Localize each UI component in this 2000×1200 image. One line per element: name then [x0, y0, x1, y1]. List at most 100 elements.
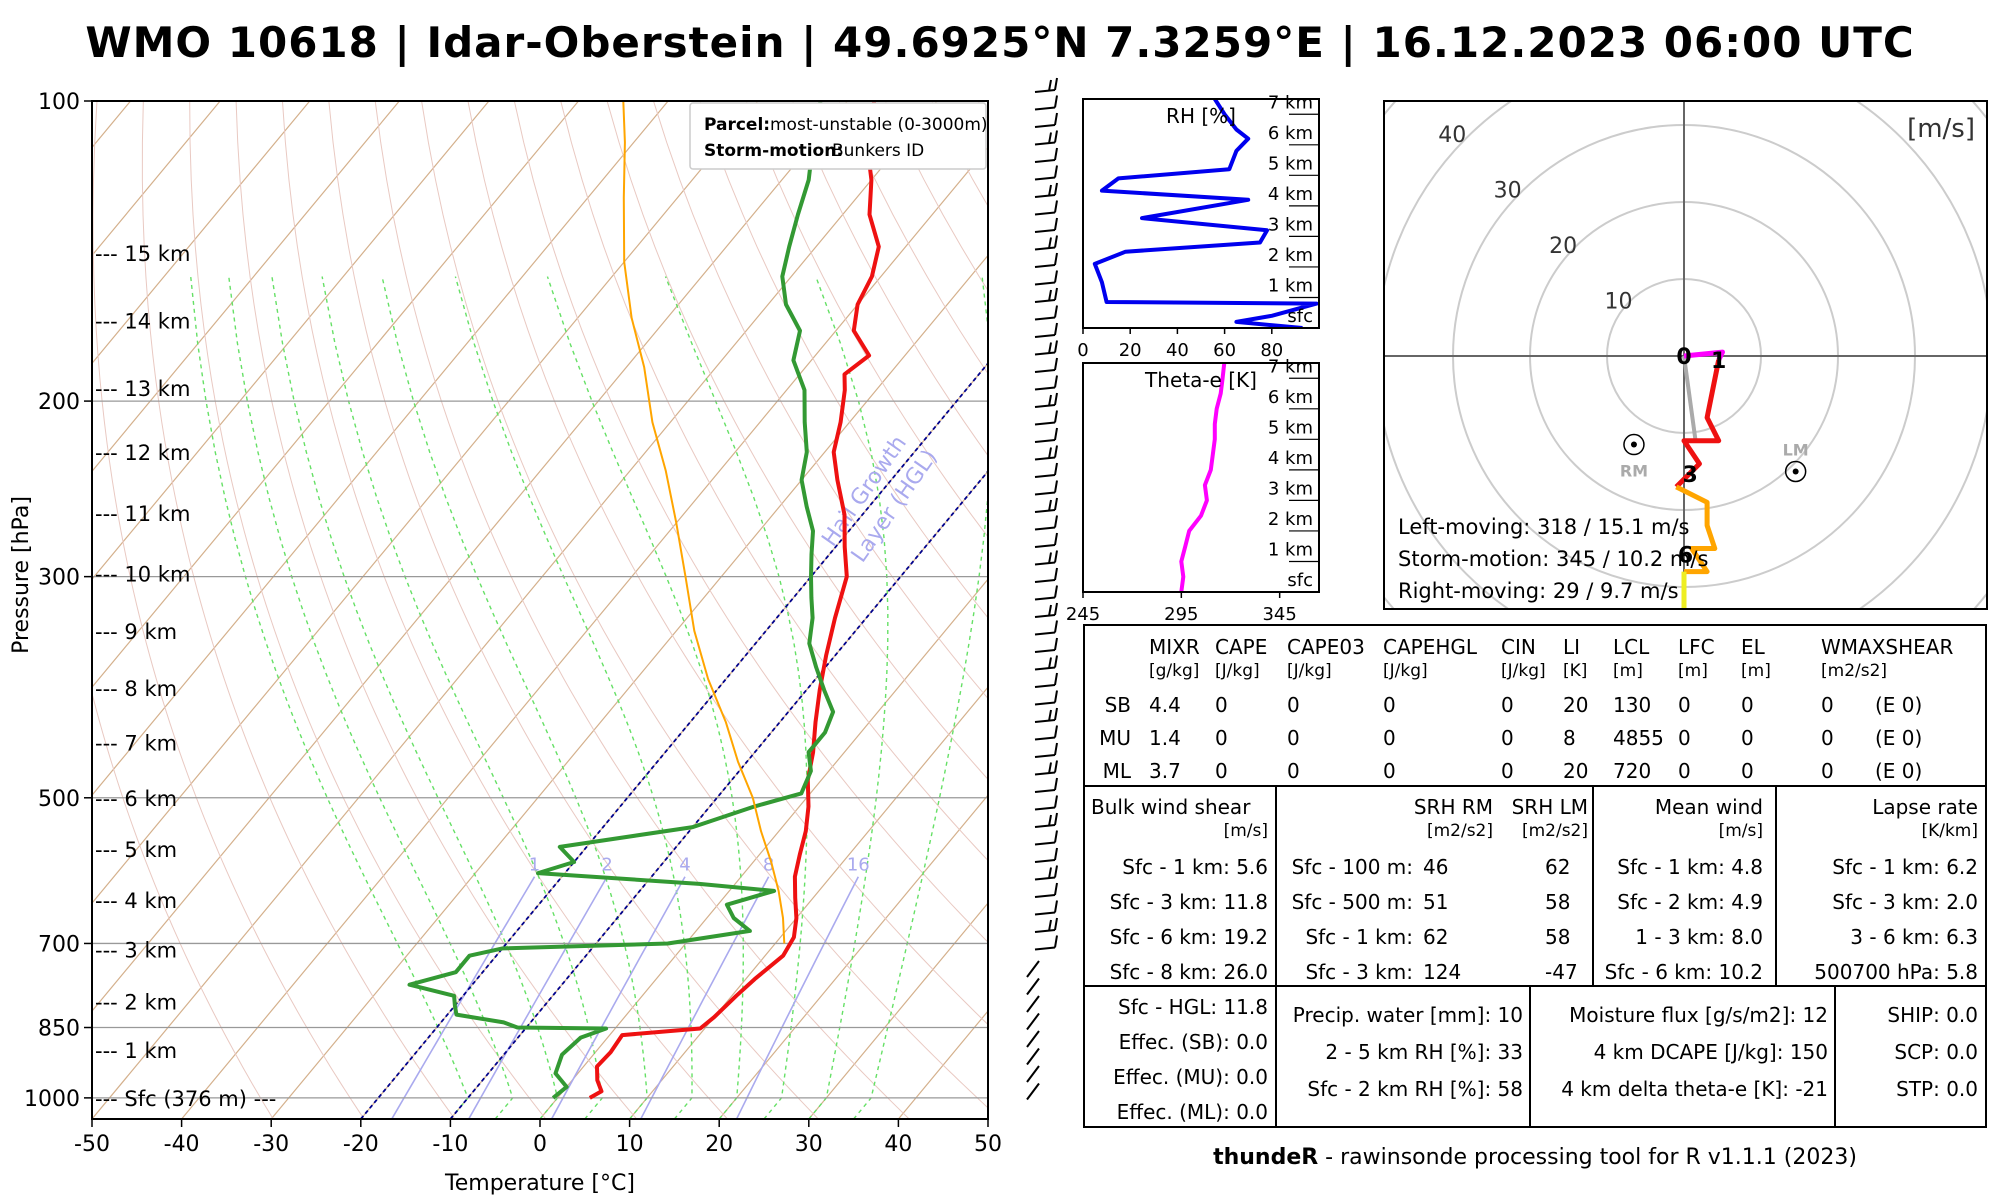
wind-barb-shaft — [1034, 509, 1056, 513]
mixing-ratio-line — [550, 876, 686, 1119]
y-tick-label: 100 — [38, 90, 80, 115]
hodograph-trace — [1683, 349, 1725, 361]
wind-barb-shaft — [1034, 106, 1056, 111]
mean-wind-value: Sfc - 2 km: 4.9 — [1617, 890, 1763, 914]
wind-barb-flag — [1048, 394, 1052, 407]
dewpoint-profile — [407, 101, 836, 1100]
table-cell: 0 — [1383, 693, 1396, 717]
dry-adiabat — [189, 101, 547, 1119]
theta-profile-line — [1179, 363, 1227, 592]
table-unit: [J/kg] — [1501, 661, 1546, 681]
wind-barb-shaft — [1034, 666, 1056, 671]
wind-barb-flag — [1048, 657, 1052, 669]
wind-barb-shaft — [1034, 246, 1056, 251]
moist-adiabat — [853, 276, 988, 1119]
hodograph-storm-info: Left-moving: 318 / 15.1 m/s — [1398, 515, 1689, 539]
theta-y-tick-label: 5 km — [1268, 417, 1313, 438]
wind-barb-flag — [1054, 392, 1058, 406]
wind-barb-shaft — [1034, 316, 1056, 321]
dry-adiabat — [421, 101, 988, 1109]
wind-barb-shaft — [1034, 194, 1056, 198]
rh-x-tick-label: 80 — [1260, 340, 1283, 361]
height-label: --- 13 km — [95, 377, 190, 401]
height-label: --- Sfc (376 m) --- — [95, 1087, 276, 1111]
rh-y-tick-label: 3 km — [1268, 214, 1313, 235]
table-cell: 720 — [1613, 759, 1651, 783]
table-cell: 0 — [1821, 726, 1834, 750]
wind-barb-flag — [1048, 79, 1052, 92]
rm-marker-dot — [1630, 441, 1637, 448]
wind-barb-shaft — [1034, 614, 1056, 618]
x-axis-label: Temperature [°C] — [444, 1171, 635, 1196]
wind-barb-shaft — [1026, 1065, 1040, 1083]
shear-value: Effec. (SB): 0.0 — [1119, 1030, 1268, 1054]
wind-barb-flag — [1054, 742, 1058, 756]
hodograph-trace — [1681, 571, 1687, 609]
rm-marker-label: RM — [1620, 462, 1648, 481]
table-row-label: MU — [1099, 726, 1131, 750]
height-label: --- 14 km — [95, 309, 190, 333]
wind-barb-flag — [1048, 289, 1052, 302]
wind-barb-shaft — [1034, 911, 1056, 916]
storm-motion-vector — [1682, 355, 1698, 441]
wind-barb-flag — [1054, 532, 1058, 546]
srh-lm-unit: [m2/s2] — [1522, 821, 1588, 841]
wind-barb-shaft — [1034, 894, 1056, 898]
wind-barb-flag — [1054, 637, 1058, 651]
height-label: --- 12 km — [95, 441, 190, 465]
shear-value: Sfc - 8 km: 26.0 — [1110, 960, 1268, 984]
dry-adiabat — [92, 691, 274, 1119]
rh-title: RH [%] — [1166, 104, 1236, 128]
table-header: CIN — [1501, 635, 1536, 659]
wind-barb-shaft — [1034, 841, 1056, 846]
footer: thundeR - rawinsonde processing tool for… — [1083, 1145, 1987, 1170]
wind-barb-flag — [1054, 655, 1058, 668]
wind-barb-flag — [1054, 200, 1058, 213]
x-tick-label: -10 — [432, 1132, 468, 1157]
wind-barb-shaft — [1034, 859, 1056, 863]
srh-lm-value: 58 — [1545, 925, 1570, 949]
mean-wind-title: Mean wind — [1655, 795, 1763, 819]
dry-adiabat — [374, 101, 910, 1119]
wind-barb-flag — [1054, 462, 1058, 476]
height-label: --- 3 km — [95, 939, 177, 963]
wind-barb-flag — [1048, 184, 1052, 197]
dry-adiabat — [513, 101, 988, 943]
rh-x-tick-label: 40 — [1166, 340, 1189, 361]
y-tick-label: 200 — [38, 390, 80, 415]
wind-barb-flag — [1054, 287, 1058, 301]
wind-barb-shaft — [1034, 824, 1056, 828]
isotherm-line — [629, 686, 988, 1119]
rh-y-tick-label: 4 km — [1268, 184, 1313, 205]
table-header: LFC — [1678, 635, 1715, 659]
wind-barb-shaft — [1034, 456, 1056, 461]
table-cell: 0 — [1383, 759, 1396, 783]
table-cell: 0 — [1741, 759, 1754, 783]
legend-parcel-value: most-unstable (0-3000m) — [770, 115, 988, 135]
wind-barb-shaft — [1026, 1082, 1040, 1101]
height-label: --- 11 km — [95, 502, 190, 526]
mixing-ratio-label: 8 — [763, 855, 774, 876]
lm-marker — [1784, 460, 1807, 483]
mixing-ratio-label: 16 — [847, 855, 870, 876]
wind-barb-flag — [1048, 919, 1052, 932]
wind-barb-shaft — [1034, 876, 1056, 881]
srh-rm-value: 51 — [1423, 890, 1448, 914]
wind-barb-shaft — [1034, 789, 1056, 793]
wind-barb-shaft — [1034, 211, 1056, 216]
wind-barb-shaft — [1034, 929, 1056, 933]
table-cell: (E 0) — [1875, 693, 1922, 717]
wind-barb-shaft — [1034, 771, 1056, 776]
wind-barb-flag — [1054, 707, 1058, 721]
srh-rm-title: SRH RM — [1414, 795, 1493, 819]
theta-title: Theta-e [K] — [1144, 368, 1257, 392]
lm-marker-dot — [1792, 468, 1799, 475]
wind-barb-shaft — [1034, 526, 1056, 531]
wind-barb-flag — [1054, 217, 1058, 231]
dry-adiabat — [745, 101, 988, 538]
moist-adiabat — [381, 276, 648, 1119]
hodograph-storm-info: Storm-motion: 345 / 10.2 m/s — [1398, 547, 1708, 571]
wind-barb-flag — [1054, 567, 1058, 581]
wind-barb-flag — [1054, 305, 1058, 318]
wind-barb-flag — [1048, 709, 1052, 722]
